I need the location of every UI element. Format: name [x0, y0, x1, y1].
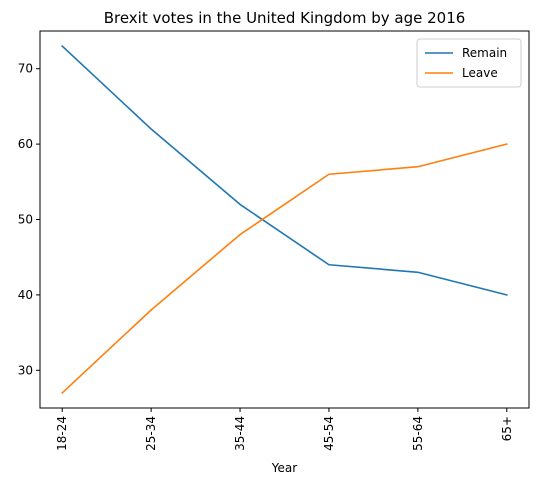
legend-box [416, 38, 522, 88]
y-tick-label: 60 [18, 137, 33, 151]
x-tick-label: 18-24 [55, 416, 69, 451]
legend-label-remain: Remain [462, 46, 507, 60]
y-tick-label: 40 [18, 288, 33, 302]
series-line-leave [61, 143, 508, 395]
legend-label-leave: Leave [462, 66, 498, 80]
y-tick-label: 30 [18, 363, 33, 377]
x-tick-label: 35-44 [233, 416, 247, 451]
chart-title: Brexit votes in the United Kingdom by ag… [104, 9, 466, 27]
x-axis-ticks: 18-24 25-34 35-44 45-54 55-64 65+ [55, 408, 514, 451]
x-tick-label: 45-54 [322, 416, 336, 451]
legend: Remain Leave [416, 38, 522, 88]
x-tick-label: 25-34 [144, 416, 158, 451]
y-axis-ticks: 30 40 50 60 70 [18, 62, 40, 377]
y-tick-label: 70 [18, 62, 33, 76]
plot-area-frame [39, 30, 530, 409]
x-tick-label: 55-64 [411, 416, 425, 451]
x-tick-label: 65+ [500, 416, 514, 441]
series-layer [61, 44, 508, 395]
x-axis-label: Year [271, 461, 297, 475]
y-tick-label: 50 [18, 213, 33, 227]
series-line-remain [61, 44, 508, 296]
